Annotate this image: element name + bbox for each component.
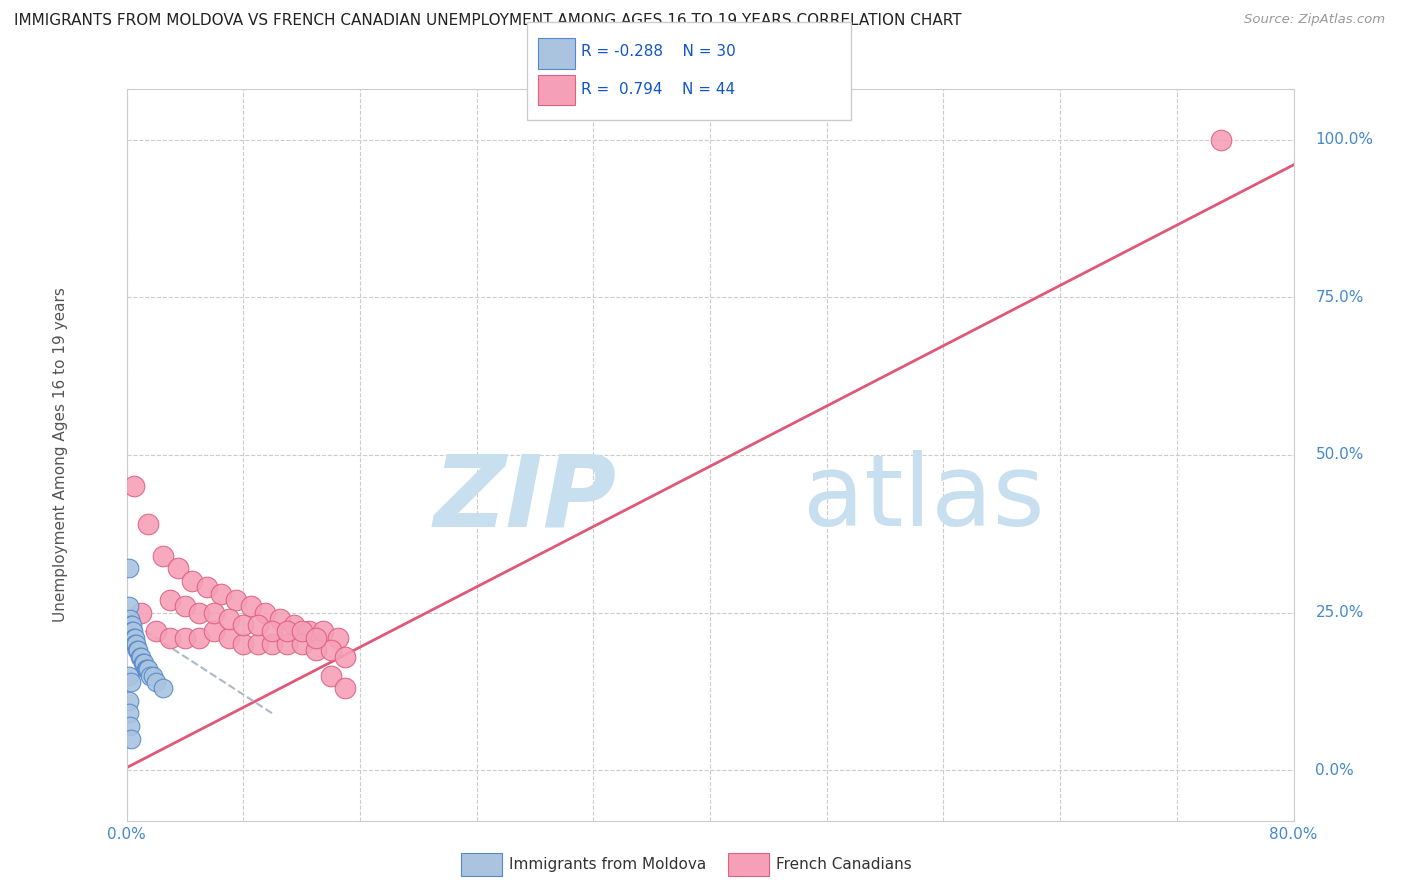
Text: ZIP: ZIP [433,450,617,548]
Point [145,674,167,689]
Point [232,637,254,651]
Point [129,649,152,664]
Point [159,593,181,607]
Point [138,662,160,676]
Point [209,587,232,601]
Point [122,624,145,639]
Text: atlas: atlas [803,450,1045,548]
Point [276,624,298,639]
Point [290,624,312,639]
Point [202,624,225,639]
Point [239,599,262,614]
Point [218,631,240,645]
Point [118,668,141,682]
Point [120,719,142,733]
Point [246,618,269,632]
Point [118,694,141,708]
Point [138,517,160,532]
Point [276,637,298,651]
Text: 80.0%: 80.0% [1270,827,1317,842]
Point [121,624,143,639]
Point [232,618,254,632]
Point [174,599,197,614]
Point [298,624,321,639]
Point [269,612,291,626]
Text: Source: ZipAtlas.com: Source: ZipAtlas.com [1244,13,1385,27]
Point [134,662,156,676]
Point [335,649,357,664]
Point [159,631,181,645]
Point [195,580,218,594]
Point [124,631,146,645]
Point [132,656,155,670]
Point [305,643,328,657]
Point [136,662,159,676]
Point [120,731,142,746]
Point [326,631,349,645]
Text: 0.0%: 0.0% [107,827,146,842]
Point [131,656,153,670]
Point [139,668,162,682]
Point [335,681,357,696]
Point [124,637,146,651]
Point [152,549,174,563]
Point [1209,133,1232,147]
Point [181,574,204,588]
Point [121,618,143,632]
Point [262,637,284,651]
Point [118,706,141,721]
Point [120,618,142,632]
Point [319,643,342,657]
Point [305,631,328,645]
Point [125,637,148,651]
Point [118,599,141,614]
Text: R = -0.288    N = 30: R = -0.288 N = 30 [581,45,735,59]
Point [312,624,335,639]
Point [290,637,312,651]
Point [129,606,152,620]
Text: French Canadians: French Canadians [776,857,912,871]
Point [246,637,269,651]
Point [174,631,197,645]
Point [122,479,145,493]
Point [142,668,165,682]
Text: Unemployment Among Ages 16 to 19 years: Unemployment Among Ages 16 to 19 years [53,287,69,623]
Text: R =  0.794    N = 44: R = 0.794 N = 44 [581,82,735,96]
Point [166,561,188,575]
Point [128,649,150,664]
Point [120,674,142,689]
Point [283,618,305,632]
Point [122,631,145,645]
Point [254,606,277,620]
Point [188,606,211,620]
Point [127,643,149,657]
Point [145,624,167,639]
Point [118,561,141,575]
Point [120,612,142,626]
Text: 50.0%: 50.0% [1316,448,1364,462]
Text: 75.0%: 75.0% [1316,290,1364,305]
Text: 0.0%: 0.0% [1316,763,1354,778]
Point [225,593,247,607]
Point [262,624,284,639]
Text: 25.0%: 25.0% [1316,605,1364,620]
Text: IMMIGRANTS FROM MOLDOVA VS FRENCH CANADIAN UNEMPLOYMENT AMONG AGES 16 TO 19 YEAR: IMMIGRANTS FROM MOLDOVA VS FRENCH CANADI… [14,13,962,29]
Point [319,668,342,682]
Point [188,631,211,645]
Point [152,681,174,696]
Text: Immigrants from Moldova: Immigrants from Moldova [509,857,706,871]
Point [202,606,225,620]
Point [218,612,240,626]
Text: 100.0%: 100.0% [1316,132,1374,147]
Point [125,643,148,657]
